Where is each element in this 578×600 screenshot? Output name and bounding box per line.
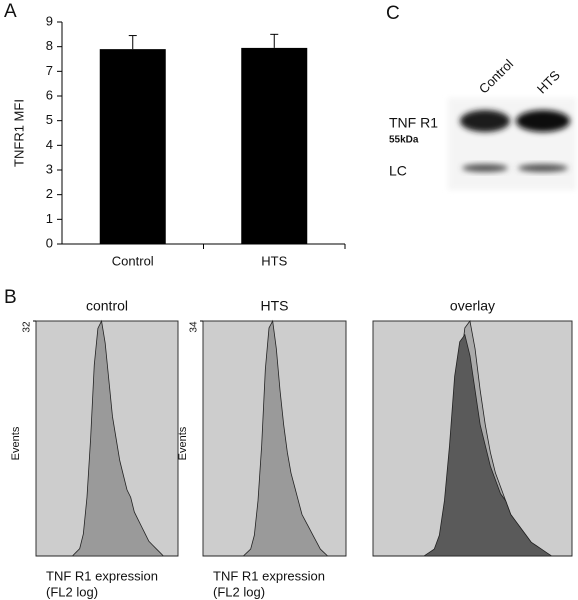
x-axis-label: (FL2 log)	[213, 584, 265, 599]
y-axis-label: TNFR1 MFI	[11, 99, 26, 167]
panel-label: C	[386, 3, 400, 24]
y-tick-label: 1	[46, 211, 53, 226]
y-tick-label: 34	[189, 321, 200, 333]
y-tick-label: 0	[46, 235, 53, 250]
chart-title: overlay	[450, 298, 495, 314]
x-tick-label: HTS	[261, 253, 287, 268]
lane-label: Control	[476, 56, 516, 96]
x-axis-label: TNF R1 expression	[46, 568, 158, 583]
y-tick-label: 6	[46, 87, 53, 102]
panel-label: B	[4, 287, 17, 308]
x-tick-label: Control	[112, 253, 154, 268]
histogram-area	[203, 319, 346, 557]
y-axis-label: Events	[177, 426, 189, 460]
panel-label: A	[4, 1, 17, 22]
y-tick-label: 4	[46, 137, 53, 152]
western-blot: Control HTS TNF R1 55kDa LC	[389, 56, 576, 190]
bar	[241, 47, 308, 245]
x-axis-label: TNF R1 expression	[213, 568, 325, 583]
band-label: TNF R1	[389, 115, 438, 131]
y-tick-label: 8	[46, 38, 53, 53]
y-tick-label: 2	[46, 186, 53, 201]
bar	[99, 49, 166, 245]
y-tick-label: 9	[46, 13, 53, 28]
blot-band	[518, 164, 568, 172]
y-tick-label: 5	[46, 112, 53, 127]
blot-band	[462, 164, 508, 172]
chart-title: control	[86, 298, 128, 314]
x-axis-label: (FL2 log)	[46, 584, 98, 599]
lane-label: HTS	[534, 67, 563, 96]
blot-band	[460, 110, 510, 132]
histogram-area	[373, 333, 572, 557]
band-size: 55kDa	[389, 135, 419, 146]
blot-band	[516, 110, 570, 132]
histogram-area	[36, 319, 178, 557]
y-tick-label: 7	[46, 63, 53, 78]
y-axis-label: Events	[10, 426, 22, 460]
y-tick-label: 32	[22, 321, 33, 333]
band-label: LC	[389, 163, 407, 179]
chart-title: HTS	[261, 298, 289, 314]
y-tick-label: 3	[46, 161, 53, 176]
